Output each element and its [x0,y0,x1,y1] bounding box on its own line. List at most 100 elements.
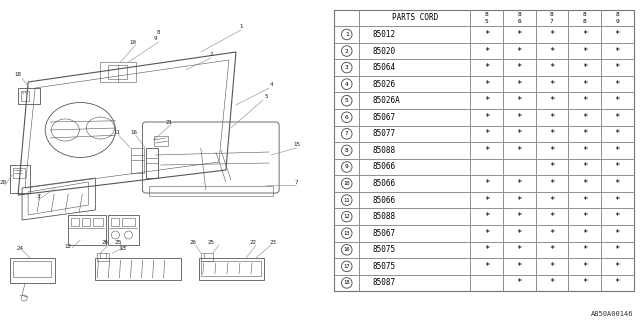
Text: 2: 2 [209,52,212,57]
Text: 85087: 85087 [372,278,396,287]
Text: 4: 4 [269,83,273,87]
Bar [470,258,503,275]
Bar [536,10,568,26]
Text: 85075: 85075 [372,262,396,271]
Bar [568,159,601,175]
Text: *: * [516,278,522,287]
Text: *: * [549,245,555,254]
Bar [334,225,360,242]
Text: 8: 8 [518,12,521,17]
Text: *: * [484,245,490,254]
Text: 10: 10 [344,181,350,186]
Text: 85088: 85088 [372,146,396,155]
Text: 17: 17 [344,264,350,269]
Text: *: * [516,113,522,122]
Bar [503,208,536,225]
Bar [145,148,157,178]
Bar [536,242,568,258]
Bar [601,76,634,92]
Text: 7: 7 [550,19,554,24]
Bar [568,225,601,242]
Bar [334,208,360,225]
Bar [334,125,360,142]
Bar [568,76,601,92]
Text: 85066: 85066 [372,179,396,188]
Text: *: * [484,63,490,72]
Text: *: * [484,212,490,221]
Bar [470,92,503,109]
Text: *: * [582,196,588,204]
Bar [122,218,134,226]
Bar [568,43,601,59]
Text: *: * [614,163,620,172]
Text: 15: 15 [294,142,301,148]
Bar [503,242,536,258]
Text: *: * [614,63,620,72]
Text: *: * [516,63,522,72]
Text: *: * [582,80,588,89]
Bar [68,215,106,245]
Text: *: * [614,212,620,221]
Bar [503,142,536,159]
Text: 26: 26 [102,241,109,245]
Text: *: * [516,262,522,271]
Bar [470,10,503,26]
Text: *: * [614,46,620,55]
Text: 16: 16 [130,130,137,134]
Text: 1: 1 [239,25,243,29]
Bar [601,159,634,175]
Bar [334,92,360,109]
Bar [360,26,470,43]
Text: *: * [516,179,522,188]
Text: *: * [516,196,522,204]
Bar [154,136,168,146]
Bar [199,258,264,280]
Text: 4: 4 [345,82,349,87]
Bar [334,10,634,291]
Bar [97,253,109,261]
Text: 12: 12 [344,214,350,219]
Text: *: * [582,163,588,172]
Text: 85066: 85066 [372,196,396,204]
Text: 9: 9 [616,19,619,24]
Bar [601,242,634,258]
Bar [360,225,470,242]
Bar [568,26,601,43]
Text: 9: 9 [345,164,349,170]
Bar [71,218,79,226]
Text: *: * [582,96,588,105]
Bar [360,76,470,92]
Text: 85075: 85075 [372,245,396,254]
Bar [334,242,360,258]
Text: *: * [614,245,620,254]
Text: *: * [614,278,620,287]
Bar [601,10,634,26]
Text: *: * [484,96,490,105]
Text: 8: 8 [583,12,586,17]
Text: 7: 7 [294,180,298,185]
Bar [470,175,503,192]
Text: 8: 8 [157,30,161,36]
Text: 21: 21 [165,119,172,124]
Bar [334,142,360,159]
Text: 85077: 85077 [372,129,396,138]
Bar [95,258,180,280]
Bar [568,175,601,192]
Text: *: * [484,262,490,271]
Bar [568,192,601,208]
Text: *: * [582,30,588,39]
Text: 23: 23 [269,241,276,245]
Text: *: * [484,113,490,122]
Text: A850A00146: A850A00146 [591,311,634,317]
Bar [360,125,470,142]
Bar [334,43,360,59]
Text: *: * [484,80,490,89]
Bar [568,275,601,291]
Bar [601,258,634,275]
Bar [536,59,568,76]
Text: 85012: 85012 [372,30,396,39]
Text: *: * [484,179,490,188]
Text: *: * [614,113,620,122]
Bar [503,125,536,142]
Text: *: * [484,129,490,138]
